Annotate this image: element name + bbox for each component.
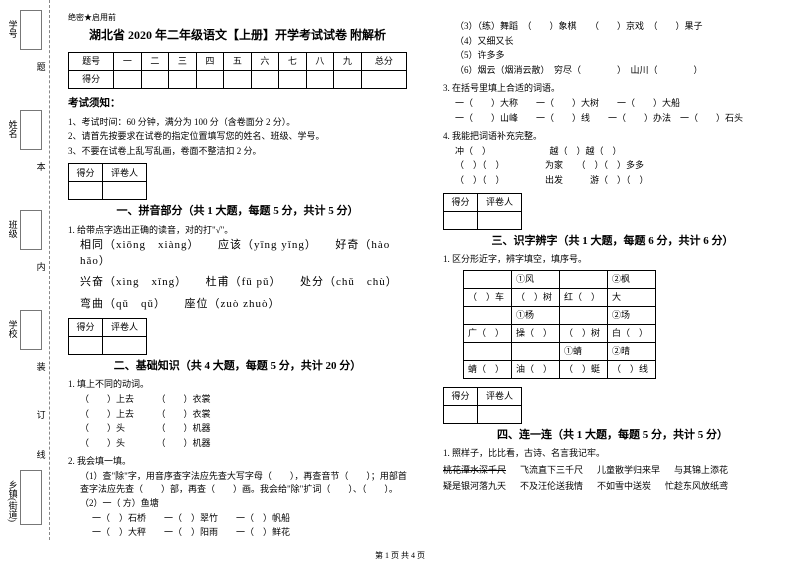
section-3-title: 三、识字辨字（共 1 大题，每题 6 分，共计 6 分） [443,234,782,249]
left-column: 绝密★启用前 湖北省 2020 年二年级语文【上册】开学考试试卷 附解析 题号 … [50,0,425,540]
poem-row: 桃花潭水深千尺 飞流直下三千尺 儿童散学归来早 与其锦上添花 [443,464,782,477]
margin-label: 学校 [6,320,19,338]
section-1-title: 一、拼音部分（共 1 大题，每题 5 分，共计 5 分） [68,204,407,219]
binding-margin: 学号 题 姓名 本 班级 内 学校 装 订 线 乡镇(街道) [0,0,50,540]
cut-char: 内 [34,262,47,271]
th: 总分 [361,52,406,70]
q-prompt: 1. 区分形近字，辨字填空，填序号。 [443,253,782,266]
th: 二 [141,52,169,70]
th: 八 [306,52,334,70]
margin-label: 姓名 [6,120,19,138]
score-table: 题号 一 二 三 四 五 六 七 八 九 总分 得分 [68,52,407,89]
grader-box: 得分评卷人 [443,193,522,230]
grader-box: 得分评卷人 [443,387,522,424]
char-grid: ①风 ②枫 （ ）车 （ ）树 红（ ） 大 ①杨 ②场 广（ ） 操（ ） （… [463,270,656,379]
margin-box [20,10,42,50]
th: 四 [196,52,224,70]
grader-box: 得分评卷人 [68,318,147,355]
td: 得分 [69,70,114,88]
page-footer: 第 1 页 共 4 页 [0,550,800,561]
margin-box [20,210,42,250]
section-2-title: 二、基础知识（共 4 大题，每题 5 分，共计 20 分） [68,359,407,374]
margin-box [20,110,42,150]
th: 七 [279,52,307,70]
q-prompt: 2. 我会填一填。 [68,455,407,468]
th: 五 [224,52,252,70]
cut-char: 线 [34,450,47,459]
th: 一 [114,52,142,70]
cut-char: 题 [34,62,47,71]
th: 九 [334,52,362,70]
paper-title: 湖北省 2020 年二年级语文【上册】开学考试试卷 附解析 [68,27,407,44]
table-row: 题号 一 二 三 四 五 六 七 八 九 总分 [69,52,407,70]
margin-box [20,310,42,350]
notice-line: 1、考试时间：60 分钟，满分为 100 分（含卷面分 2 分）。 [68,116,407,129]
th: 三 [169,52,197,70]
table-row: 得分 [69,70,407,88]
poem-row: 疑是银河落九天 不及汪伦送我情 不如雪中送炭 忙趁东风放纸鸢 [443,480,782,493]
cut-char: 装 [34,362,47,371]
notice-line: 3、不要在试卷上乱写乱画，卷面不整洁扣 2 分。 [68,145,407,158]
q-prompt: 3. 在括号里填上合适的词语。 [443,82,782,95]
th: 六 [251,52,279,70]
margin-box [20,470,42,525]
margin-label: 乡镇(街道) [6,480,19,522]
cut-char: 订 [34,410,47,419]
cut-char: 本 [34,162,47,171]
section-4-title: 四、连一连（共 1 大题，每题 5 分，共计 5 分） [443,428,782,443]
notice-title: 考试须知： [68,97,407,112]
margin-label: 班级 [6,220,19,238]
margin-label: 学号 [6,20,19,38]
confidential: 绝密★启用前 [68,12,407,23]
notice-line: 2、请首先按要求在试卷的指定位置填写您的姓名、班级、学号。 [68,130,407,143]
q-prompt: 1. 照样子，比比看，古诗、名言我记牢。 [443,447,782,460]
th: 题号 [69,52,114,70]
q-prompt: 4. 我能把词语补充完整。 [443,130,782,143]
grader-box: 得分评卷人 [68,163,147,200]
right-column: （3）（练）舞蹈 （ ）象棋 （ ）京戏 （ ）果子 （4）又细又长 （5）许多… [425,0,800,540]
q-prompt: 1. 填上不同的动词。 [68,378,407,391]
q1-prompt: 1. 给带点字选出正确的读音，对的打"√"。 [68,224,407,237]
